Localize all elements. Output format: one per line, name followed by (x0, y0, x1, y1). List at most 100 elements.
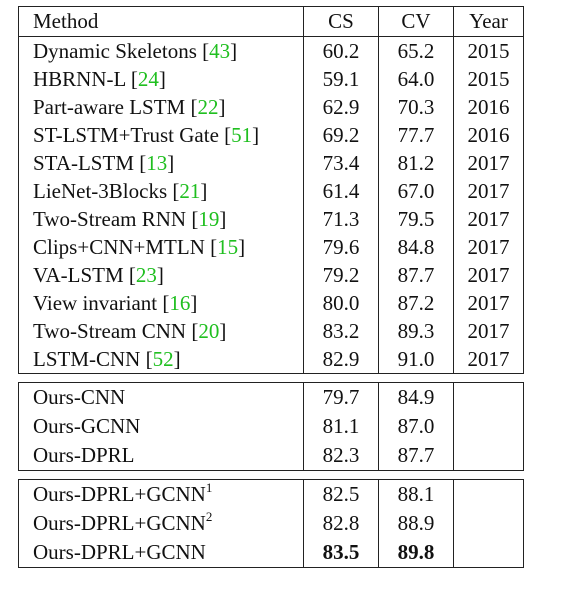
year-cell (453, 383, 523, 412)
year-cell: 2017 (453, 345, 523, 373)
method-cell: Clips+CNN+MTLN [15] (33, 234, 246, 259)
cs-cell: 82.5 (303, 480, 378, 509)
cv-cell: 88.1 (378, 480, 453, 509)
method-name: View invariant (33, 290, 158, 315)
ours-block-b: Ours-DPRL+GCNN1 82.5 88.1 Ours-DPRL+GCNN2 82… (18, 479, 524, 568)
baseline-rows: Dynamic Skeletons [43] 60.2 65.2 2015 HBRNN-… (19, 37, 523, 373)
cv-cell: 70.3 (378, 93, 453, 121)
cv-cell: 79.5 (378, 205, 453, 233)
method-cell: Part-aware LSTM [22] (33, 94, 226, 119)
method-cell: LSTM-CNN [52] (33, 346, 181, 371)
method-cell: Two-Stream RNN [19] (33, 206, 227, 231)
cs-cell: 59.1 (303, 65, 378, 93)
method-name: ST-LSTM+Trust Gate (33, 122, 219, 147)
table-row: Part-aware LSTM [22] 62.9 70.3 2016 (19, 93, 523, 121)
method-name: VA-LSTM (33, 262, 124, 287)
year-cell: 2017 (453, 289, 523, 317)
citation-link[interactable]: 16 (169, 290, 191, 315)
table-row: LieNet-3Blocks [21] 61.4 67.0 2017 (19, 177, 523, 205)
table-row: Ours-DPRL 82.3 87.7 (19, 441, 523, 470)
citation-link[interactable]: 21 (179, 178, 201, 203)
cv-cell: 87.0 (378, 412, 453, 441)
table-row: Clips+CNN+MTLN [15] 79.6 84.8 2017 (19, 233, 523, 261)
citation-link[interactable]: 43 (209, 38, 231, 63)
cs-cell: 62.9 (303, 93, 378, 121)
method-cell: LieNet-3Blocks [21] (33, 178, 208, 203)
cs-cell: 82.8 (303, 509, 378, 538)
method-cell: Dynamic Skeletons [43] (33, 38, 238, 63)
year-cell (453, 441, 523, 470)
method-name: Ours-DPRL+GCNN (33, 540, 206, 564)
citation-link[interactable]: 52 (152, 346, 174, 371)
citation-link[interactable]: 22 (197, 94, 219, 119)
method-cell: ST-LSTM+Trust Gate [51] (33, 122, 260, 147)
year-cell: 2017 (453, 149, 523, 177)
cv-cell: 84.8 (378, 233, 453, 261)
method-name: HBRNN-L (33, 66, 126, 91)
method-name: Clips+CNN+MTLN (33, 234, 205, 259)
table-row: Ours-DPRL+GCNN1 82.5 88.1 (19, 480, 523, 509)
header-cs: CS (303, 7, 378, 36)
cs-cell: 82.3 (303, 441, 378, 470)
year-cell: 2017 (453, 261, 523, 289)
method-cell: Ours-DPRL (19, 443, 303, 468)
year-cell: 2016 (453, 93, 523, 121)
cv-cell: 91.0 (378, 345, 453, 373)
table-row: Ours-CNN 79.7 84.9 (19, 383, 523, 412)
year-cell: 2017 (453, 205, 523, 233)
table-row: STA-LSTM [13] 73.4 81.2 2017 (19, 149, 523, 177)
header-method: Method (33, 9, 99, 33)
method-cell: Ours-DPRL+GCNN2 (19, 509, 303, 536)
citation-link[interactable]: 13 (146, 150, 168, 175)
cs-cell: 81.1 (303, 412, 378, 441)
table-row: Two-Stream CNN [20] 83.2 89.3 2017 (19, 317, 523, 345)
cv-cell: 81.2 (378, 149, 453, 177)
cv-cell: 87.7 (378, 441, 453, 470)
cv-cell: 65.2 (378, 37, 453, 65)
year-cell (453, 509, 523, 538)
ours-a-rows: Ours-CNN 79.7 84.9 Ours-GCNN 81.1 87.0 Ours-DP… (19, 383, 523, 470)
table-row: View invariant [16] 80.0 87.2 2017 (19, 289, 523, 317)
citation-link[interactable]: 20 (198, 318, 220, 343)
ours-b-rows: Ours-DPRL+GCNN1 82.5 88.1 Ours-DPRL+GCNN2 82… (19, 480, 523, 567)
year-cell (453, 480, 523, 509)
table-row: Ours-GCNN 81.1 87.0 (19, 412, 523, 441)
method-cell: VA-LSTM [23] (33, 262, 164, 287)
method-name: Two-Stream RNN (33, 206, 187, 231)
cs-cell: 69.2 (303, 121, 378, 149)
method-name: Ours-DPRL+GCNN (33, 482, 206, 506)
table-row: Ours-DPRL+GCNN2 82.8 88.9 (19, 509, 523, 538)
method-cell: Ours-DPRL+GCNN1 (19, 481, 303, 507)
cv-cell: 87.2 (378, 289, 453, 317)
table-header-row: Method CS CV Year (19, 7, 523, 37)
citation-link[interactable]: 19 (198, 206, 220, 231)
method-name: Ours-CNN (33, 385, 126, 409)
method-name: Dynamic Skeletons (33, 38, 197, 63)
year-cell: 2015 (453, 65, 523, 93)
cv-cell: 77.7 (378, 121, 453, 149)
cs-cell: 83.2 (303, 317, 378, 345)
cv-cell: 89.8 (378, 538, 453, 567)
method-name: Ours-DPRL+GCNN (33, 511, 206, 535)
year-cell: 2017 (453, 177, 523, 205)
table-row: VA-LSTM [23] 79.2 87.7 2017 (19, 261, 523, 289)
table-row: Ours-DPRL+GCNN 83.5 89.8 (19, 538, 523, 567)
table-row: LSTM-CNN [52] 82.9 91.0 2017 (19, 345, 523, 373)
year-cell: 2017 (453, 317, 523, 345)
cv-cell: 87.7 (378, 261, 453, 289)
citation-link[interactable]: 51 (231, 122, 253, 147)
method-cell: Ours-CNN (19, 385, 303, 410)
variant-superscript: 2 (205, 509, 213, 524)
cs-cell: 79.6 (303, 233, 378, 261)
baselines-block: Method CS CV Year Dynamic Skeletons [43]… (18, 6, 524, 374)
cs-cell: 61.4 (303, 177, 378, 205)
cs-cell: 80.0 (303, 289, 378, 317)
cv-cell: 88.9 (378, 509, 453, 538)
citation-link[interactable]: 24 (137, 66, 159, 91)
table-row: Dynamic Skeletons [43] 60.2 65.2 2015 (19, 37, 523, 65)
header-year: Year (453, 7, 523, 36)
citation-link[interactable]: 15 (217, 234, 239, 259)
citation-link[interactable]: 23 (135, 262, 157, 287)
method-name: STA-LSTM (33, 150, 134, 175)
method-name: Ours-GCNN (33, 414, 141, 438)
